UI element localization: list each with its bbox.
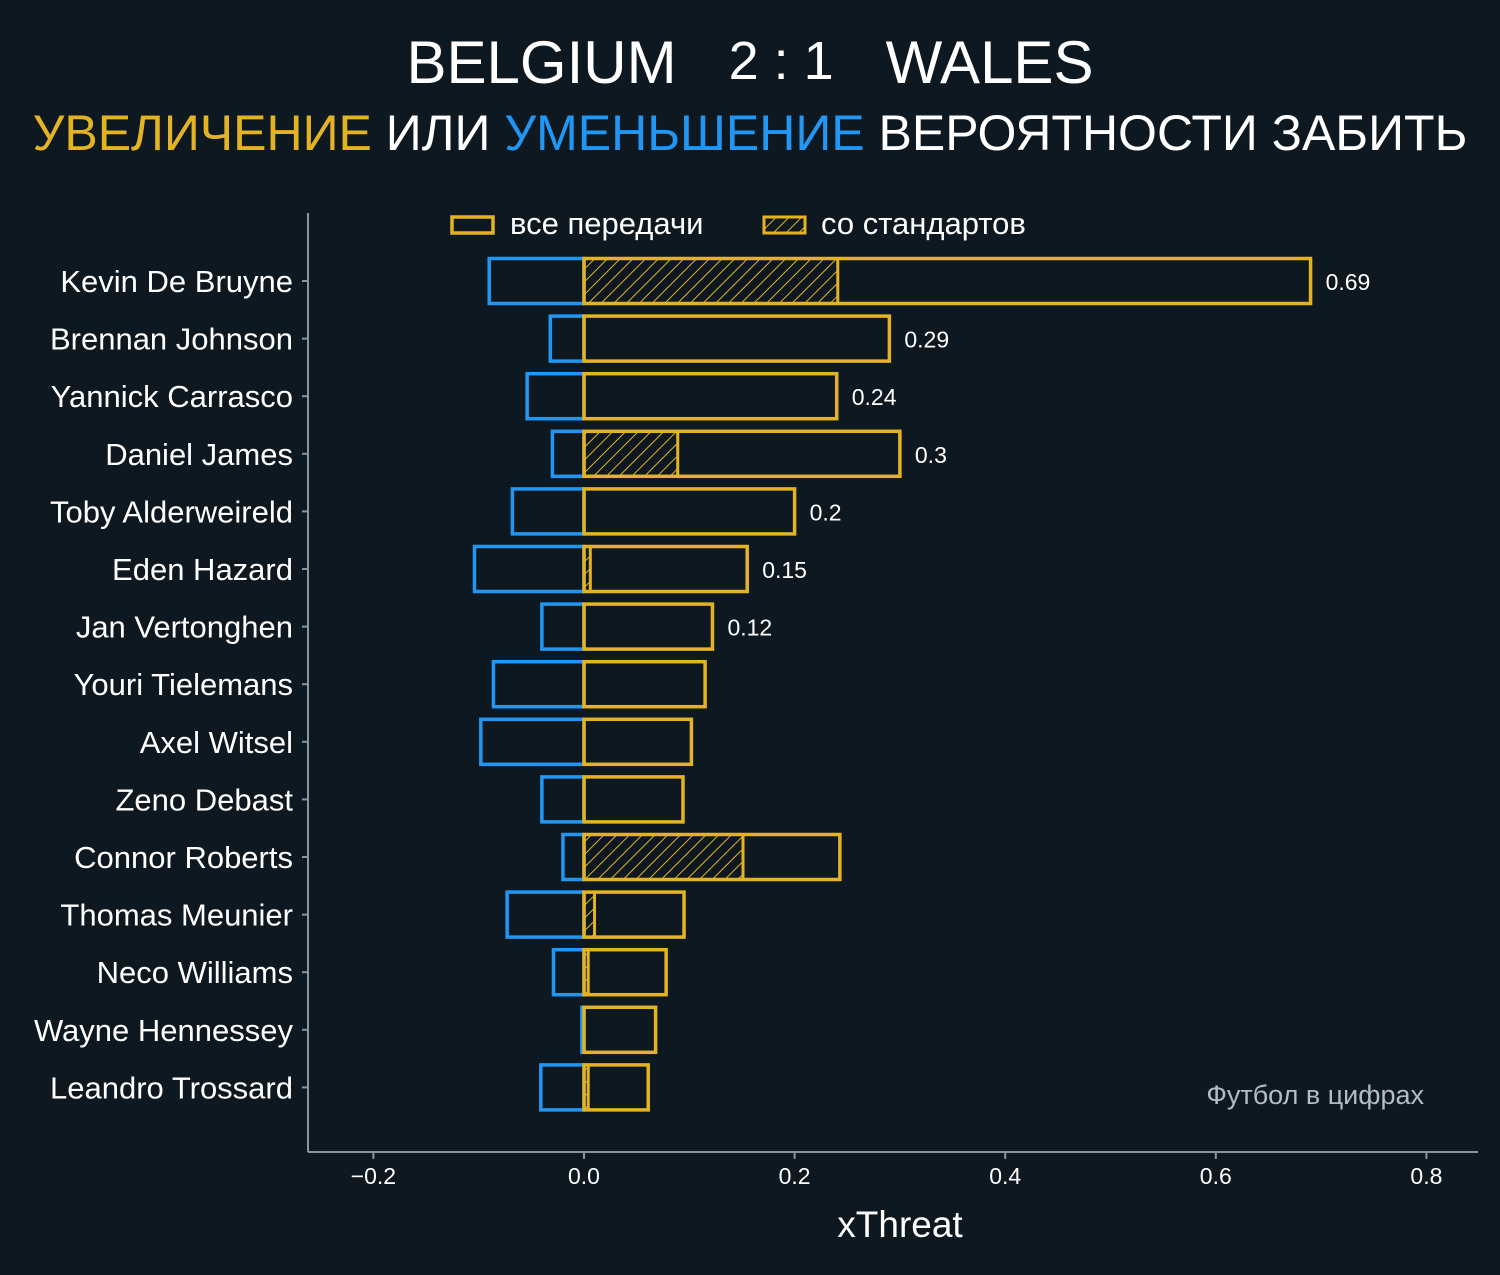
decrease-bar-axel-witsel bbox=[479, 717, 586, 767]
subtitle-rest: ВЕРОЯТНОСТИ ЗАБИТЬ bbox=[878, 105, 1468, 161]
decrease-bar-neco-williams bbox=[551, 947, 586, 997]
home-team-name: BELGIUM bbox=[406, 29, 677, 96]
legend-label-set-pieces: со стандартов bbox=[821, 206, 1026, 241]
increase-bar-eden-hazard bbox=[582, 544, 749, 594]
increase-bar-leandro-trossard bbox=[582, 1063, 650, 1112]
increase-bar-yannick-carrasco bbox=[582, 371, 839, 421]
increase-bar-jan-vertonghen bbox=[582, 602, 715, 651]
x-tick-label: 0.4 bbox=[989, 1163, 1021, 1189]
decrease-bar-youri-tielemans bbox=[491, 659, 586, 709]
decrease-bar-zeno-debast bbox=[540, 775, 586, 824]
away-team-name: WALES bbox=[885, 29, 1094, 96]
player-label-zeno-debast: Zeno Debast bbox=[116, 782, 294, 817]
match-score: 2 : 1 bbox=[728, 31, 834, 91]
value-label-daniel-james: 0.3 bbox=[915, 442, 947, 468]
value-label-eden-hazard: 0.15 bbox=[762, 557, 807, 583]
value-label-toby-alderweireld: 0.2 bbox=[810, 499, 842, 525]
value-label-yannick-carrasco: 0.24 bbox=[852, 384, 897, 410]
player-label-axel-witsel: Axel Witsel bbox=[140, 725, 293, 760]
subtitle-increase-word: УВЕЛИЧЕНИЕ bbox=[32, 105, 372, 161]
decrease-bar-leandro-trossard bbox=[539, 1063, 586, 1112]
decrease-bar-brennan-johnson bbox=[548, 314, 586, 363]
setpiece-bar-daniel-james bbox=[582, 429, 680, 478]
increase-bar-toby-alderweireld bbox=[582, 487, 797, 536]
decrease-bar-connor-roberts bbox=[561, 832, 586, 882]
decrease-bar-toby-alderweireld bbox=[510, 487, 586, 536]
player-label-daniel-james: Daniel James bbox=[105, 437, 293, 472]
chart-subtitle: УВЕЛИЧЕНИЕ ИЛИ УМЕНЬШЕНИЕ ВЕРОЯТНОСТИ ЗА… bbox=[0, 104, 1500, 162]
increase-bar-thomas-meunier bbox=[582, 890, 686, 939]
player-label-neco-williams: Neco Williams bbox=[97, 955, 293, 990]
legend-swatch-set-pieces bbox=[762, 215, 807, 235]
decrease-bar-jan-vertonghen bbox=[540, 602, 586, 651]
decrease-bar-eden-hazard bbox=[472, 544, 586, 594]
bars-layer: 0.69 0.29 0.24 0.3 0.2 0.15 0.12 bbox=[472, 256, 1371, 1112]
x-tick-label: 0.0 bbox=[568, 1163, 600, 1189]
match-title: BELGIUM 2 : 1 WALES bbox=[0, 28, 1500, 97]
value-label-brennan-johnson: 0.29 bbox=[904, 327, 949, 353]
chart-legend: все передачи со стандартов bbox=[450, 206, 1026, 241]
player-label-brennan-johnson: Brennan Johnson bbox=[50, 322, 293, 357]
legend-swatch-all-passes bbox=[450, 215, 495, 235]
increase-bar-daniel-james bbox=[582, 429, 902, 479]
player-label-eden-hazard: Eden Hazard bbox=[112, 552, 293, 587]
x-tick-label: −0.2 bbox=[351, 1163, 396, 1189]
player-label-jan-vertonghen: Jan Vertonghen bbox=[76, 610, 293, 645]
player-label-toby-alderweireld: Toby Alderweireld bbox=[50, 494, 293, 529]
decrease-bar-daniel-james bbox=[550, 429, 586, 479]
x-tick-label: 0.2 bbox=[779, 1163, 811, 1189]
increase-bar-wayne-hennessey bbox=[582, 1005, 658, 1055]
x-tick-label: 0.8 bbox=[1410, 1163, 1442, 1189]
player-label-yannick-carrasco: Yannick Carrasco bbox=[51, 379, 293, 414]
value-label-kevin-de-bruyne: 0.69 bbox=[1326, 269, 1371, 295]
increase-bar-youri-tielemans bbox=[582, 659, 707, 709]
subtitle-decrease-word: УМЕНЬШЕНИЕ bbox=[504, 105, 865, 161]
watermark: Футбол в цифрах bbox=[1206, 1080, 1424, 1110]
decrease-bar-kevin-de-bruyne bbox=[487, 256, 586, 306]
increase-bar-brennan-johnson bbox=[582, 314, 892, 363]
player-label-leandro-trossard: Leandro Trossard bbox=[50, 1070, 293, 1105]
value-label-jan-vertonghen: 0.12 bbox=[727, 615, 772, 641]
x-tick-label: 0.6 bbox=[1200, 1163, 1232, 1189]
player-label-youri-tielemans: Youri Tielemans bbox=[74, 667, 293, 702]
setpiece-bar-connor-roberts bbox=[582, 833, 745, 881]
axes-layer: Kevin De Bruyne Brennan Johnson Yannick Ca… bbox=[34, 213, 1478, 1245]
increase-bar-connor-roberts bbox=[582, 832, 842, 882]
player-label-thomas-meunier: Thomas Meunier bbox=[60, 898, 293, 933]
decrease-bar-yannick-carrasco bbox=[525, 371, 586, 421]
player-label-kevin-de-bruyne: Kevin De Bruyne bbox=[60, 264, 293, 299]
player-label-wayne-hennessey: Wayne Hennessey bbox=[34, 1013, 294, 1048]
legend-label-all-passes: все передачи bbox=[510, 206, 703, 241]
x-axis-label: xThreat bbox=[837, 1204, 963, 1245]
decrease-bar-thomas-meunier bbox=[505, 890, 586, 939]
setpiece-bar-kevin-de-bruyne bbox=[582, 257, 840, 305]
player-label-connor-roberts: Connor Roberts bbox=[74, 840, 293, 875]
increase-bar-axel-witsel bbox=[582, 717, 694, 767]
subtitle-or-word: ИЛИ bbox=[385, 105, 491, 161]
increase-bar-neco-williams bbox=[582, 947, 668, 997]
increase-bar-kevin-de-bruyne bbox=[582, 256, 1313, 306]
increase-bar-zeno-debast bbox=[582, 775, 685, 824]
